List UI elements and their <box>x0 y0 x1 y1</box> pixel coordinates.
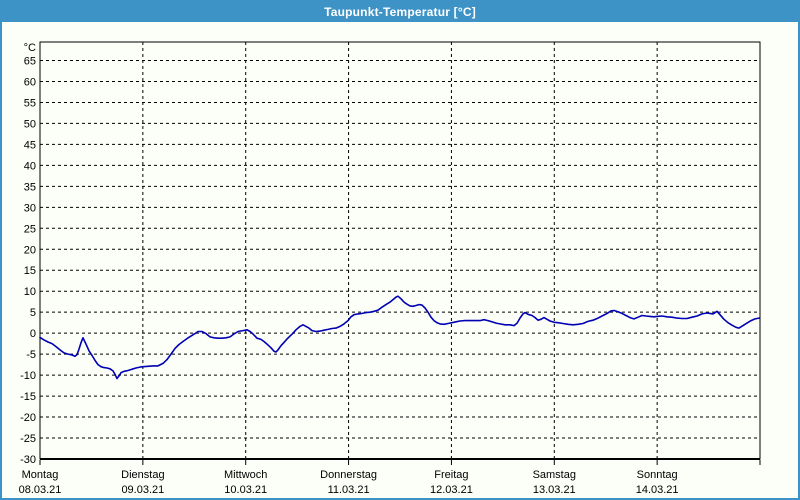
y-tick-label: 45 <box>24 139 36 151</box>
y-tick-label: -10 <box>20 370 36 382</box>
y-tick-label: -20 <box>20 412 36 424</box>
x-date-label: 12.03.21 <box>430 484 473 496</box>
window-titlebar: Taupunkt-Temperatur [°C] <box>2 2 798 22</box>
x-day-label: Dienstag <box>121 469 164 481</box>
y-tick-label: 0 <box>30 328 36 340</box>
dew-point-temperature-chart: 65605550454035302520151050-5-10-15-20-25… <box>19 41 761 496</box>
x-day-label: Donnerstag <box>320 469 377 481</box>
dew-point-series-line <box>39 295 760 380</box>
x-day-label: Montag <box>22 469 59 481</box>
x-date-label: 09.03.21 <box>121 484 164 496</box>
y-tick-label: 50 <box>24 118 36 130</box>
x-day-label: Mittwoch <box>224 469 267 481</box>
x-day-label: Freitag <box>434 469 468 481</box>
y-tick-label: -15 <box>20 391 36 403</box>
y-tick-label: 40 <box>24 160 36 172</box>
x-date-label: 11.03.21 <box>328 484 370 496</box>
y-tick-label: 25 <box>24 223 36 235</box>
x-date-label: 08.03.21 <box>19 484 62 496</box>
y-tick-label: 30 <box>24 202 36 214</box>
window-title: Taupunkt-Temperatur [°C] <box>324 5 476 19</box>
y-tick-label: -5 <box>26 349 36 361</box>
y-axis-unit-label: °C <box>24 42 36 54</box>
y-tick-label: 60 <box>24 76 36 88</box>
x-day-label: Samstag <box>533 469 576 481</box>
x-date-label: 14.03.21 <box>636 484 679 496</box>
x-day-label: Sonntag <box>637 469 678 481</box>
x-date-label: 13.03.21 <box>533 484 576 496</box>
y-tick-label: 55 <box>24 97 36 109</box>
y-tick-label: 15 <box>24 265 36 277</box>
y-tick-label: -30 <box>20 454 36 466</box>
chart-area: 65 60 55 50 45 40 35 30 25 20 15 10 5 0 -5 -10 -15 -20 -25… <box>2 22 798 498</box>
y-tick-label: 35 <box>24 181 36 193</box>
y-tick-label: 20 <box>24 244 36 256</box>
y-tick-label: 65 <box>24 56 36 68</box>
y-tick-label: 10 <box>24 286 36 298</box>
y-tick-label: 5 <box>30 307 36 319</box>
y-tick-label: -25 <box>20 433 36 445</box>
x-date-label: 10.03.21 <box>224 484 267 496</box>
